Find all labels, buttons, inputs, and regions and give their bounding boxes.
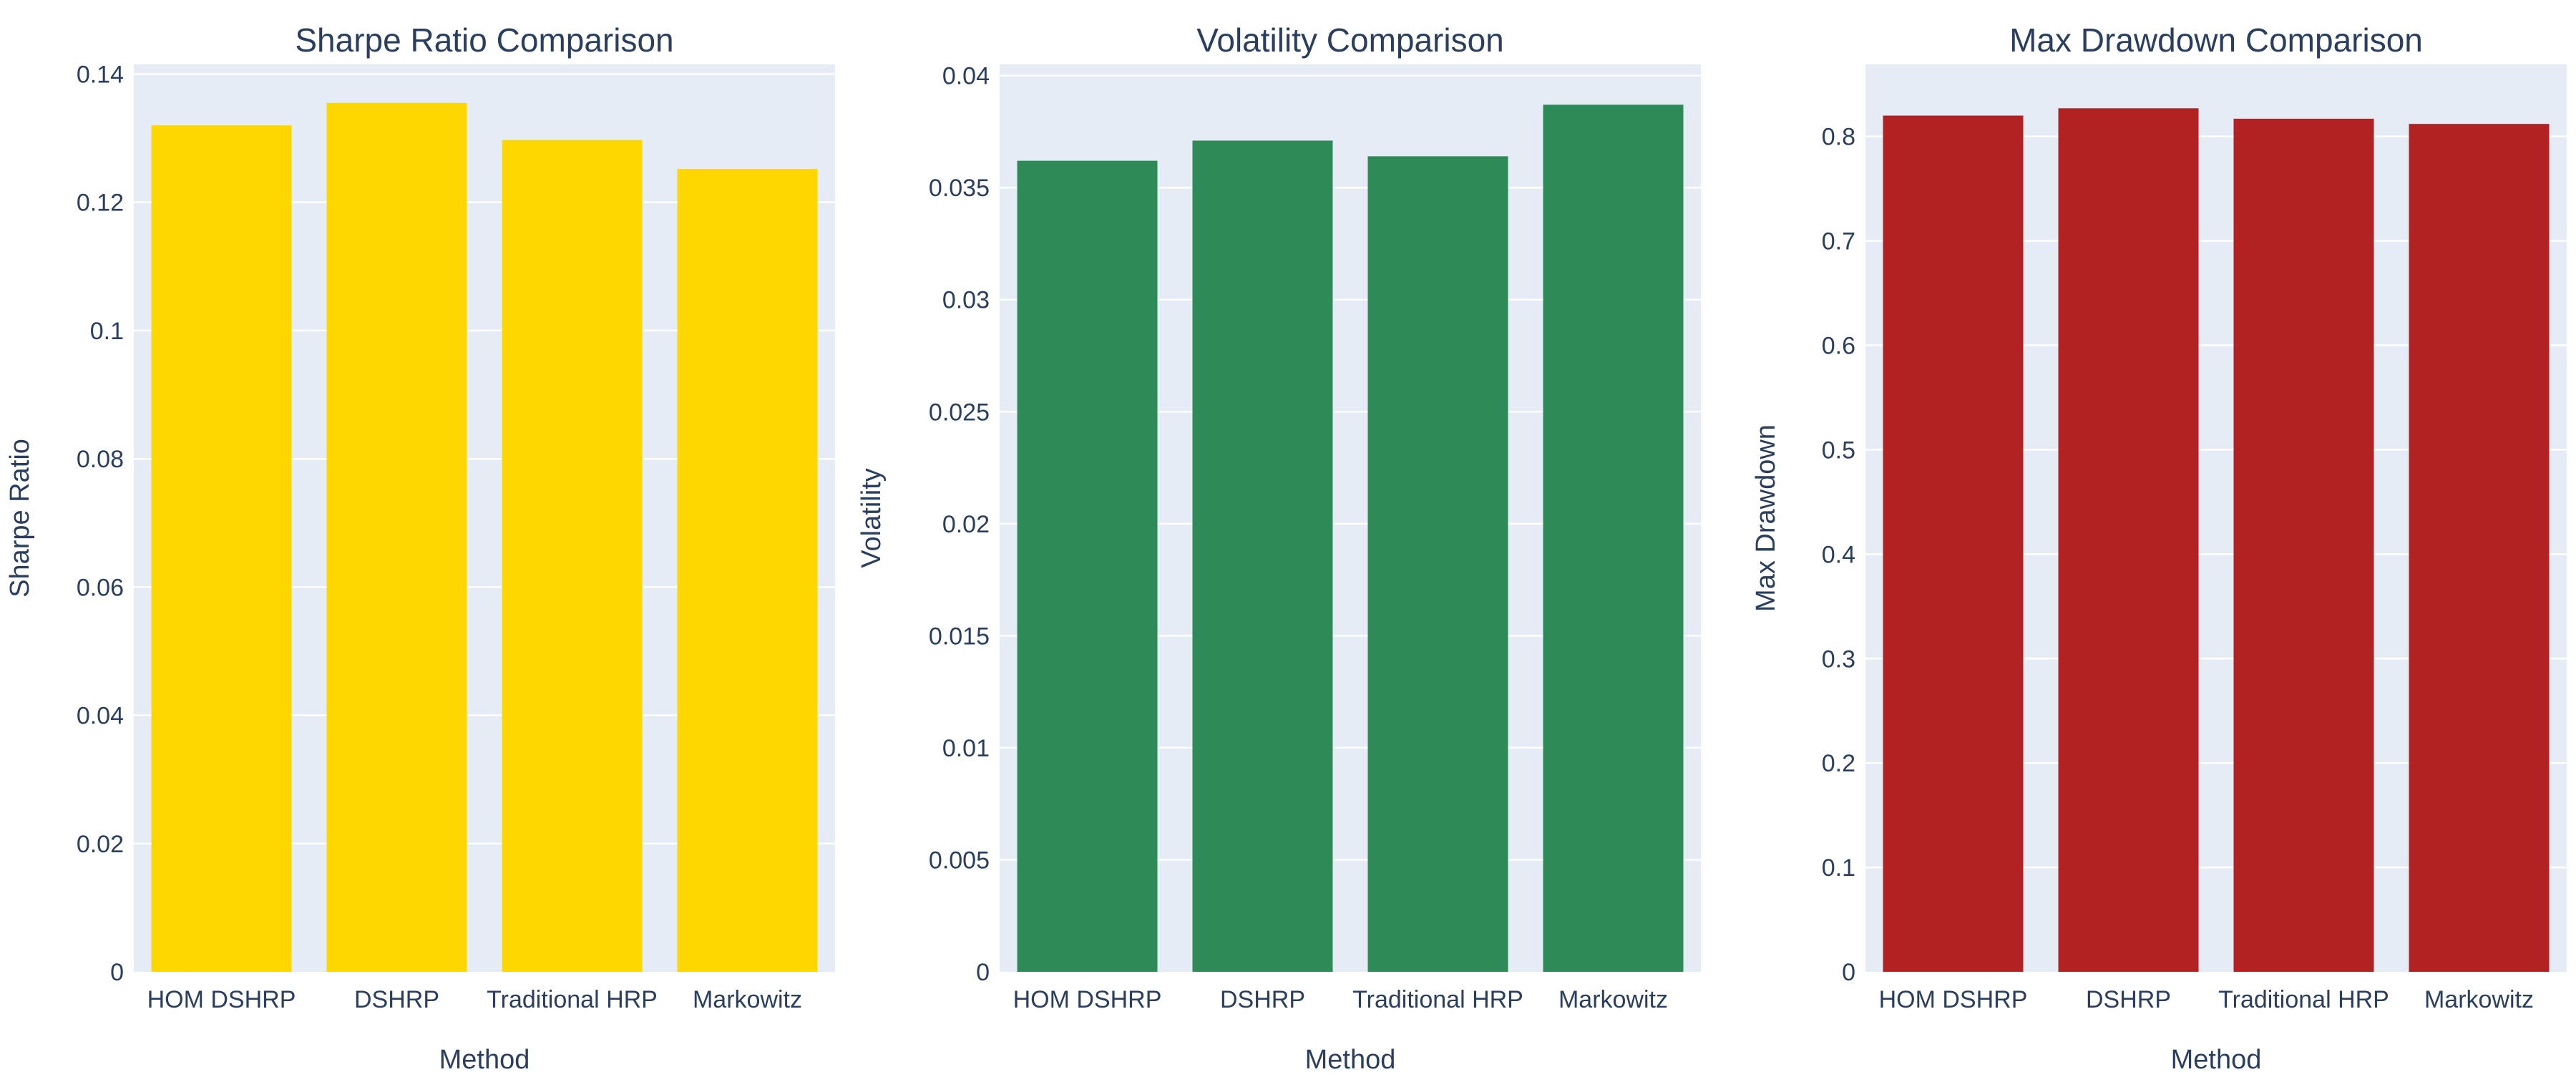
sharpe-bar-traditional-hrp[interactable] <box>502 140 643 973</box>
sharpe-y-tick-label: 0.12 <box>77 190 124 217</box>
drawdown-y-tick-label: 0.1 <box>1822 854 1855 882</box>
sharpe-y-tick-label: 0 <box>110 959 124 986</box>
volatility-bar-traditional-hrp[interactable] <box>1367 156 1508 972</box>
drawdown-x-tick-label: DSHRP <box>2086 986 2171 1013</box>
drawdown-x-tick-label: HOM DSHRP <box>1879 986 2028 1013</box>
volatility-x-tick-label: HOM DSHRP <box>1013 986 1162 1013</box>
volatility-y-tick-label: 0.02 <box>942 511 990 538</box>
volatility-y-tick-label: 0.035 <box>929 175 990 202</box>
drawdown-y-tick-label: 0 <box>1842 959 1855 986</box>
sharpe-bar-dshrp[interactable] <box>326 102 467 972</box>
sharpe-x-tick-label: Markowitz <box>693 986 802 1013</box>
volatility-bar-hom-dshrp[interactable] <box>1017 160 1158 972</box>
sharpe-y-tick-label: 0.06 <box>77 574 124 601</box>
drawdown-y-tick-label: 0.5 <box>1822 437 1855 464</box>
drawdown-bar-hom-dshrp[interactable] <box>1883 115 2024 972</box>
sharpe-x-axis-label: Method <box>439 1045 530 1073</box>
drawdown-y-tick-label: 0.4 <box>1822 541 1855 568</box>
volatility-y-tick-label: 0.025 <box>929 399 990 426</box>
drawdown-y-tick-label: 0.3 <box>1822 645 1855 673</box>
drawdown-x-tick-label: Traditional HRP <box>2218 986 2389 1013</box>
drawdown-chart-panel: 0 0.1 0.2 0.3 0.4 0.5 0.6 0.7 0.8 HOM DSHRP DSHRP T… <box>1751 21 2567 1075</box>
volatility-x-tick-label: Markowitz <box>1558 986 1668 1013</box>
sharpe-y-tick-label: 0.08 <box>77 446 124 473</box>
volatility-x-axis-label: Method <box>1305 1045 1396 1073</box>
sharpe-chart-title: Sharpe Ratio Comparison <box>295 21 673 59</box>
drawdown-y-tick-label: 0.8 <box>1822 124 1855 151</box>
sharpe-y-tick-label: 0.04 <box>77 703 124 730</box>
drawdown-y-tick-label: 0.7 <box>1822 228 1855 255</box>
sharpe-y-tick-label: 0.02 <box>77 831 124 858</box>
sharpe-bar-hom-dshrp[interactable] <box>151 125 292 972</box>
drawdown-y-tick-label: 0.6 <box>1822 333 1855 360</box>
drawdown-bar-dshrp[interactable] <box>2058 108 2199 973</box>
sharpe-y-tick-label: 0.14 <box>77 61 124 88</box>
volatility-x-tick-label: DSHRP <box>1220 986 1305 1013</box>
sharpe-x-tick-label: DSHRP <box>354 986 439 1013</box>
sharpe-x-tick-label: HOM DSHRP <box>147 986 296 1013</box>
drawdown-y-axis-label: Max Drawdown <box>1751 424 1781 612</box>
volatility-y-tick-label: 0.03 <box>942 287 990 314</box>
sharpe-y-axis-label: Sharpe Ratio <box>5 439 35 598</box>
drawdown-x-axis-label: Method <box>2171 1045 2262 1073</box>
volatility-bar-markowitz[interactable] <box>1543 104 1684 972</box>
volatility-chart-panel: 0 0.005 0.01 0.015 0.02 0.025 0.03 0.035 0.04 HOM… <box>857 21 1701 1075</box>
volatility-y-tick-label: 0.005 <box>929 847 990 874</box>
sharpe-y-tick-label: 0.1 <box>90 318 124 345</box>
drawdown-chart-title: Max Drawdown Comparison <box>2009 21 2423 59</box>
volatility-chart-title: Volatility Comparison <box>1196 21 1504 59</box>
volatility-y-tick-label: 0.015 <box>929 623 990 650</box>
volatility-y-tick-label: 0 <box>976 959 990 986</box>
volatility-y-axis-label: Volatility <box>857 468 887 567</box>
drawdown-bar-markowitz[interactable] <box>2409 124 2550 972</box>
drawdown-y-tick-label: 0.2 <box>1822 750 1855 777</box>
sharpe-chart-panel: 0 0.02 0.04 0.06 0.08 0.1 0.12 0.14 HOM DSHRP DSH… <box>5 21 835 1075</box>
volatility-y-tick-label: 0.04 <box>942 63 990 90</box>
volatility-y-tick-label: 0.01 <box>942 735 990 762</box>
sharpe-bar-markowitz[interactable] <box>677 169 818 973</box>
drawdown-bar-traditional-hrp[interactable] <box>2233 118 2374 972</box>
volatility-bar-dshrp[interactable] <box>1192 140 1333 973</box>
drawdown-x-tick-label: Markowitz <box>2424 986 2534 1013</box>
volatility-x-tick-label: Traditional HRP <box>1352 986 1523 1013</box>
sharpe-x-tick-label: Traditional HRP <box>487 986 658 1013</box>
